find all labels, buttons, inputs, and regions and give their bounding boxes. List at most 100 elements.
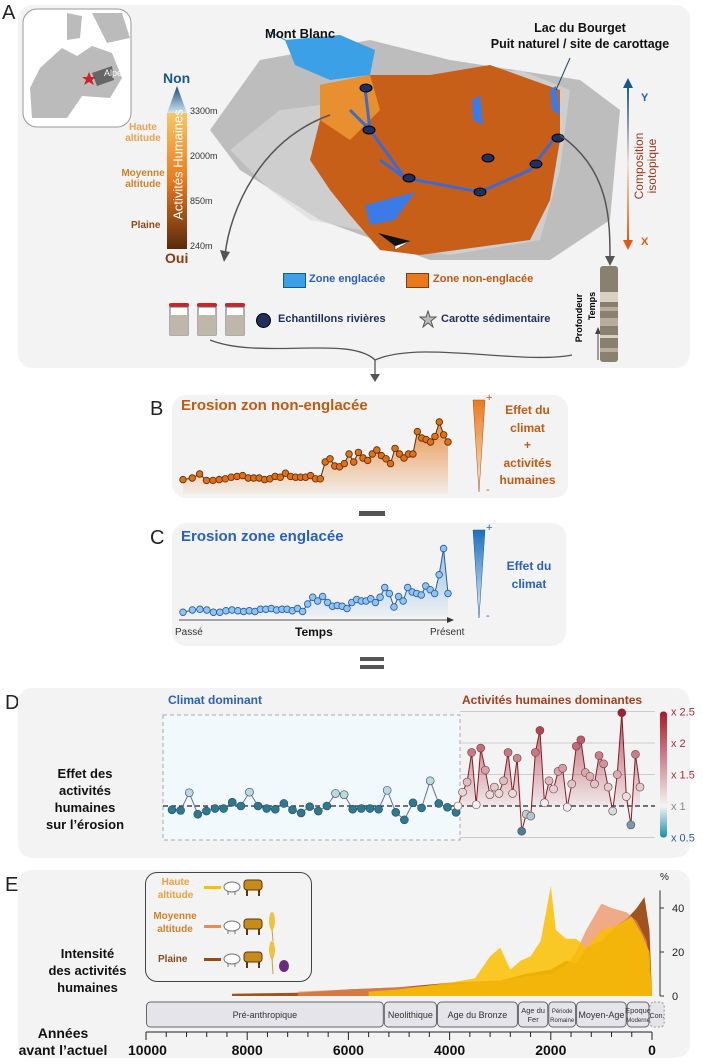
x-axis-title-e: Années avant l’actuel (8, 1025, 118, 1059)
region-left-label: Climat dominant (168, 693, 263, 707)
cow-icon (243, 879, 263, 896)
period-box (146, 1001, 384, 1028)
minus-operator (359, 511, 385, 516)
data-point (494, 789, 504, 798)
data-point (305, 802, 314, 811)
legend-samples-label: Echantillons rivières (278, 313, 386, 325)
terrain-3d-map (210, 31, 620, 266)
data-point (567, 779, 577, 789)
data-point (391, 444, 399, 453)
scale-title: Activités Humaines (170, 109, 186, 220)
data-point (476, 743, 486, 753)
data-point (331, 789, 340, 798)
plus-c: + (486, 522, 493, 534)
data-point (222, 607, 230, 615)
period-label: Moyen-Age (578, 1010, 624, 1020)
data-point (318, 592, 327, 601)
scale-bottom-label: Oui (165, 250, 189, 266)
lake-bourget-label: Lac du Bourget Puit naturel / site de ca… (480, 20, 680, 52)
data-point (354, 448, 363, 457)
data-point (270, 804, 280, 814)
row-label-line: humaines (57, 980, 118, 995)
data-point (314, 806, 323, 816)
effect-line: Effet du (506, 559, 552, 573)
data-point (444, 589, 452, 598)
data-point (443, 802, 452, 812)
data-point (262, 804, 271, 813)
data-point (413, 427, 422, 436)
data-point (288, 805, 297, 815)
panel-label-b: B (150, 398, 164, 420)
data-point (376, 593, 384, 601)
legend-glaciated-label: Zone englacée (309, 273, 386, 285)
data-point (193, 809, 203, 819)
data-point (303, 600, 312, 608)
data-point (425, 776, 435, 786)
data-point (576, 735, 586, 745)
north-arrow-icon (378, 233, 410, 246)
y-tick-label: 40 (672, 903, 684, 915)
data-point (179, 608, 187, 616)
data-point (439, 431, 448, 439)
x-end-label: Présent (430, 627, 465, 638)
legend-glaciated-swatch (283, 273, 306, 288)
data-point (631, 750, 640, 759)
altitude-850: 850m (190, 196, 213, 206)
data-point (276, 473, 285, 481)
data-point (209, 608, 218, 616)
data-point (357, 804, 366, 813)
altitude-2000: 2000m (190, 151, 218, 161)
isotopic-title: Composition isotopique (632, 132, 659, 200)
row-label-line: Intensité (60, 946, 115, 961)
data-point (435, 418, 444, 426)
data-point (540, 798, 549, 808)
data-point (188, 474, 196, 482)
legend-plaine-swatch (204, 958, 221, 961)
data-point (381, 583, 389, 592)
minus-b: - (486, 484, 490, 496)
human-area (458, 712, 640, 806)
region-right-label: Activités humaines dominantes (462, 693, 643, 707)
data-point (503, 748, 513, 757)
data-point (490, 782, 499, 792)
data-point (549, 784, 558, 794)
data-point (386, 459, 395, 468)
sediment-core-icon (595, 266, 618, 362)
panel-c (172, 523, 566, 646)
panel-label-c: C (150, 527, 165, 549)
data-point (216, 608, 224, 616)
legend-moyenne-swatch (204, 925, 221, 928)
legend-moyenne-label: Moyenne altitude (153, 911, 197, 935)
data-point (245, 787, 254, 797)
data-point (382, 785, 392, 795)
merge-brace (209, 339, 573, 382)
data-point (512, 753, 522, 763)
sheep-icon (223, 881, 241, 895)
legend-nonglaciated-swatch (406, 273, 429, 288)
data-point (365, 804, 375, 813)
data-point (544, 776, 554, 786)
data-point (635, 782, 645, 792)
zone-moyenne-label: Moyenne altitude (121, 168, 165, 190)
data-point (196, 605, 204, 613)
data-point (323, 598, 332, 607)
cow-icon (243, 951, 263, 968)
effect-gradient-triangle-c (472, 529, 486, 619)
x-tick-label: 2000 (535, 1042, 566, 1058)
panel-e-row-label: Intensité des activités humaines (40, 945, 135, 996)
erosion-nonglaciated-chart (179, 418, 452, 494)
data-point (368, 450, 376, 458)
data-point (236, 801, 246, 811)
y-tick-label: x 0.5 (671, 833, 695, 845)
glaciated-zone (285, 35, 375, 80)
panel-d-row-label: Effet des activités humaines sur l’érosi… (35, 765, 135, 833)
data-point (431, 432, 439, 441)
altitude-240: 240m (190, 241, 213, 251)
period-label: Con. (650, 1013, 665, 1020)
data-point (313, 597, 322, 605)
data-point (603, 782, 613, 792)
alps-label: Alpes (104, 68, 127, 78)
lake-subtitle: Puit naturel / site de carottage (490, 37, 670, 51)
data-point (371, 598, 380, 607)
data-point (202, 476, 211, 485)
